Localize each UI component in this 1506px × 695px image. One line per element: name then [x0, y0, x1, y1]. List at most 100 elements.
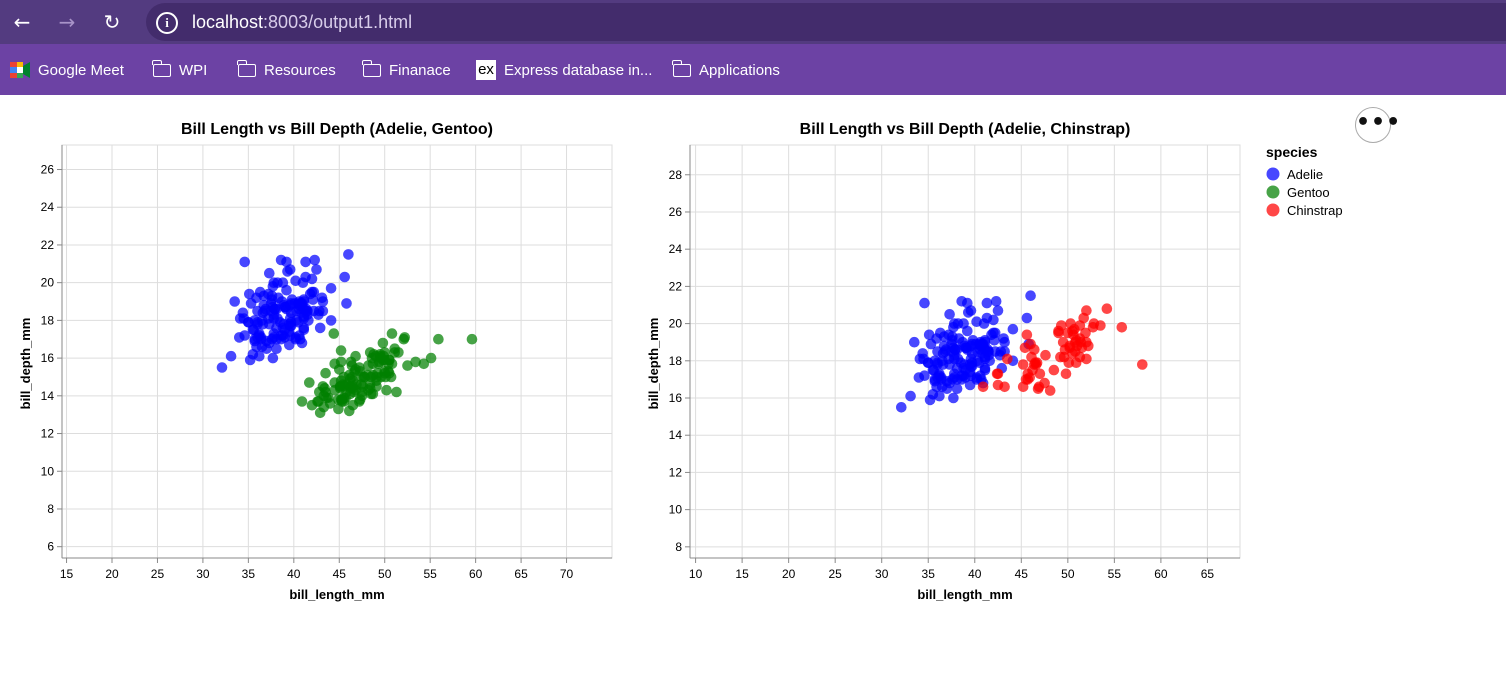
scatter-chart-adelie-chinstrap: 10 15 20 25 30 35 40 45 50 55 60 65 8 10 12 14 16 18 20 22 2…: [646, 121, 1241, 602]
data-point: [391, 386, 402, 398]
data-point: [922, 357, 934, 369]
data-point: [1116, 322, 1128, 333]
data-point: [951, 362, 963, 374]
bookmark-express-database[interactable]: ex Express database in...: [476, 60, 652, 80]
data-point: [953, 333, 965, 344]
data-point: [399, 332, 411, 343]
data-point: [919, 297, 930, 309]
data-point: [304, 377, 315, 388]
data-point: [318, 390, 330, 402]
data-point: [252, 332, 263, 343]
data-point: [983, 346, 994, 357]
data-point: [1083, 340, 1094, 352]
folder-icon: [362, 59, 381, 77]
bookmark-resources[interactable]: Resources: [237, 59, 336, 80]
data-point: [962, 344, 973, 355]
data-point: [913, 372, 925, 383]
legend-label: Gentoo: [1287, 185, 1330, 200]
data-point: [381, 384, 392, 396]
legend-symbol: [1266, 203, 1280, 217]
data-point: [271, 322, 282, 334]
legend-label: Adelie: [1287, 167, 1323, 182]
series-gentoo: [296, 328, 478, 419]
data-point: [364, 383, 376, 394]
data-point: [243, 317, 254, 328]
folder-icon: [237, 59, 256, 77]
x-tick-label: 50: [378, 567, 392, 581]
data-point: [1101, 303, 1113, 315]
x-tick-label: 65: [1201, 567, 1215, 581]
data-point: [402, 360, 413, 371]
bookmark-finanace[interactable]: Finanace: [362, 59, 451, 80]
data-point: [302, 305, 313, 317]
data-point: [285, 317, 297, 328]
data-point: [948, 322, 959, 333]
legend-title: species: [1266, 144, 1318, 160]
legend-symbol: [1266, 185, 1280, 199]
data-point: [362, 369, 373, 381]
data-point: [339, 271, 351, 283]
y-axis-title: bill_depth_mm: [18, 318, 33, 410]
address-bar[interactable]: i localhost:8003/output1.html: [146, 3, 1506, 41]
data-point: [1017, 359, 1029, 370]
info-icon[interactable]: i: [156, 12, 178, 34]
data-point: [234, 332, 245, 343]
legend-item-gentoo[interactable]: Gentoo: [1266, 185, 1330, 200]
data-point: [254, 286, 266, 298]
data-point: [1069, 323, 1080, 335]
data-point: [977, 381, 989, 393]
legend-item-adelie[interactable]: Adelie: [1266, 167, 1324, 182]
data-point: [1022, 374, 1034, 385]
data-point: [308, 286, 320, 298]
data-point: [267, 281, 279, 292]
data-point: [294, 333, 306, 345]
bookmarks-bar: Google Meet WPI Resources Finanace ex Ex…: [0, 44, 1506, 95]
x-tick-label: 40: [287, 567, 301, 581]
x-tick-label: 30: [196, 567, 210, 581]
data-point: [350, 384, 361, 396]
legend-item-chinstrap[interactable]: Chinstrap: [1266, 203, 1343, 218]
url-text[interactable]: localhost:8003/output1.html: [192, 12, 412, 33]
legend-label: Chinstrap: [1287, 203, 1343, 218]
data-point: [257, 307, 269, 319]
more-actions-button[interactable]: •••: [1355, 107, 1400, 143]
y-tick-label: 18: [669, 354, 683, 368]
reload-icon[interactable]: ↻: [103, 10, 121, 34]
data-point: [949, 353, 960, 365]
data-point: [225, 350, 237, 362]
y-tick-label: 24: [41, 200, 55, 214]
data-point: [354, 396, 365, 407]
back-icon[interactable]: ←: [13, 10, 31, 34]
bookmark-wpi[interactable]: WPI: [152, 59, 207, 80]
data-point: [965, 305, 977, 316]
data-point: [990, 296, 1002, 307]
y-tick-label: 16: [669, 391, 683, 405]
data-point: [948, 392, 959, 404]
data-point: [932, 372, 943, 383]
data-point: [1032, 383, 1044, 395]
data-point: [1060, 368, 1072, 380]
data-point: [264, 337, 275, 349]
forward-icon[interactable]: →: [58, 10, 76, 34]
bookmark-google-meet[interactable]: Google Meet: [10, 60, 124, 80]
bookmark-label: Express database in...: [504, 61, 653, 79]
data-point: [1044, 385, 1056, 396]
data-point: [244, 354, 256, 366]
data-point: [934, 390, 945, 402]
data-point: [279, 332, 291, 343]
bookmark-label: Finanace: [389, 61, 451, 79]
y-tick-label: 12: [669, 465, 683, 479]
bookmark-label: Applications: [699, 61, 780, 79]
data-point: [335, 375, 347, 387]
data-point: [466, 333, 478, 345]
url-path: :8003/output1.html: [263, 12, 413, 32]
bookmark-applications[interactable]: Applications: [672, 59, 780, 80]
data-point: [311, 264, 322, 275]
data-point: [267, 352, 279, 364]
x-tick-label: 55: [424, 567, 438, 581]
y-tick-label: 22: [669, 279, 683, 293]
data-point: [216, 362, 228, 373]
data-point: [284, 264, 296, 275]
data-point: [1029, 344, 1040, 355]
data-point: [924, 394, 936, 406]
